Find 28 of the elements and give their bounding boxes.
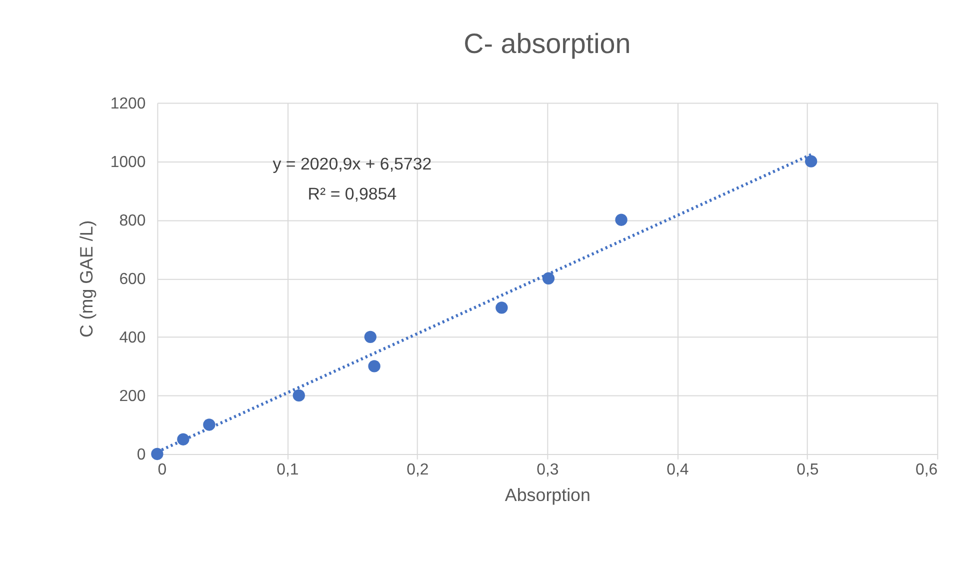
point bbox=[203, 418, 216, 431]
point bbox=[292, 389, 305, 402]
x-tick-label: 0,2 bbox=[406, 461, 429, 478]
y-tick-label: 400 bbox=[119, 329, 146, 346]
annotation: y = 2020,9x + 6,5732 bbox=[272, 154, 432, 174]
y-tick-label: 600 bbox=[119, 270, 146, 288]
point bbox=[615, 214, 628, 226]
x-tick-label: 0,1 bbox=[276, 461, 299, 478]
x-tick-label: 0,5 bbox=[796, 461, 819, 478]
point bbox=[151, 448, 164, 460]
x-axis-title: Absorption bbox=[504, 485, 590, 506]
y-tick-label: 0 bbox=[136, 446, 146, 464]
point bbox=[496, 302, 508, 314]
point bbox=[542, 272, 555, 284]
x-tick-label: 0,6 bbox=[916, 461, 938, 478]
point bbox=[804, 155, 818, 168]
x-tick-label: 0 bbox=[158, 461, 167, 478]
y-tick-label: 1200 bbox=[110, 95, 146, 112]
y-tick-label: 200 bbox=[119, 388, 146, 405]
y-tick-label: 800 bbox=[119, 212, 146, 230]
y-axis-title: C (mg GAE /L) bbox=[76, 220, 96, 338]
chart-title: C- absorption bbox=[464, 28, 631, 60]
x-tick-label: 0,3 bbox=[536, 461, 559, 478]
point bbox=[364, 330, 376, 344]
x-tick-label: 0,4 bbox=[666, 461, 689, 478]
point bbox=[368, 360, 380, 372]
y-tick-label: 1000 bbox=[110, 154, 146, 171]
annotation: R² = 0,9854 bbox=[308, 184, 397, 204]
